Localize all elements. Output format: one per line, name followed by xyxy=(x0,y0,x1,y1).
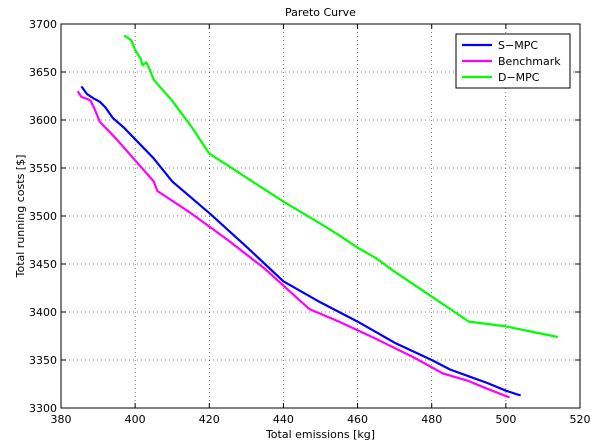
legend: S−MPC Benchmark D−MPC xyxy=(455,33,571,89)
y-axis-label: Total running costs [$] xyxy=(14,155,27,279)
x-tick-label: 440 xyxy=(273,413,294,426)
series-layer xyxy=(76,34,559,399)
legend-label-2: D−MPC xyxy=(498,71,540,84)
series-line-2 xyxy=(123,34,559,339)
x-tick-label: 500 xyxy=(495,413,516,426)
y-tick-label: 3350 xyxy=(29,354,57,367)
x-tick-label: 420 xyxy=(199,413,220,426)
series-line-0 xyxy=(80,85,522,397)
chart-title: Pareto Curve xyxy=(285,6,356,19)
y-tick-label: 3650 xyxy=(29,66,57,79)
y-tick-label: 3450 xyxy=(29,258,57,271)
x-tick-label: 520 xyxy=(570,413,591,426)
legend-box xyxy=(455,33,571,89)
ticks xyxy=(60,23,581,409)
x-axis-label: Total emissions [kg] xyxy=(265,428,375,441)
series-line-1 xyxy=(76,90,510,399)
x-tick-label: 480 xyxy=(421,413,442,426)
y-tick-label: 3700 xyxy=(29,18,57,31)
legend-label-0: S−MPC xyxy=(498,39,538,52)
x-tick-label: 400 xyxy=(125,413,146,426)
tick-labels: 380 400 420 440 460 480 500 520 3300 3350 3400 3450… xyxy=(29,18,591,426)
y-tick-label: 3550 xyxy=(29,162,57,175)
legend-label-1: Benchmark xyxy=(498,55,561,68)
y-tick-label: 3400 xyxy=(29,306,57,319)
x-tick-label: 460 xyxy=(347,413,368,426)
y-tick-label: 3300 xyxy=(29,402,57,415)
y-tick-label: 3500 xyxy=(29,210,57,223)
y-tick-label: 3600 xyxy=(29,114,57,127)
x-tick-label: 380 xyxy=(51,413,72,426)
